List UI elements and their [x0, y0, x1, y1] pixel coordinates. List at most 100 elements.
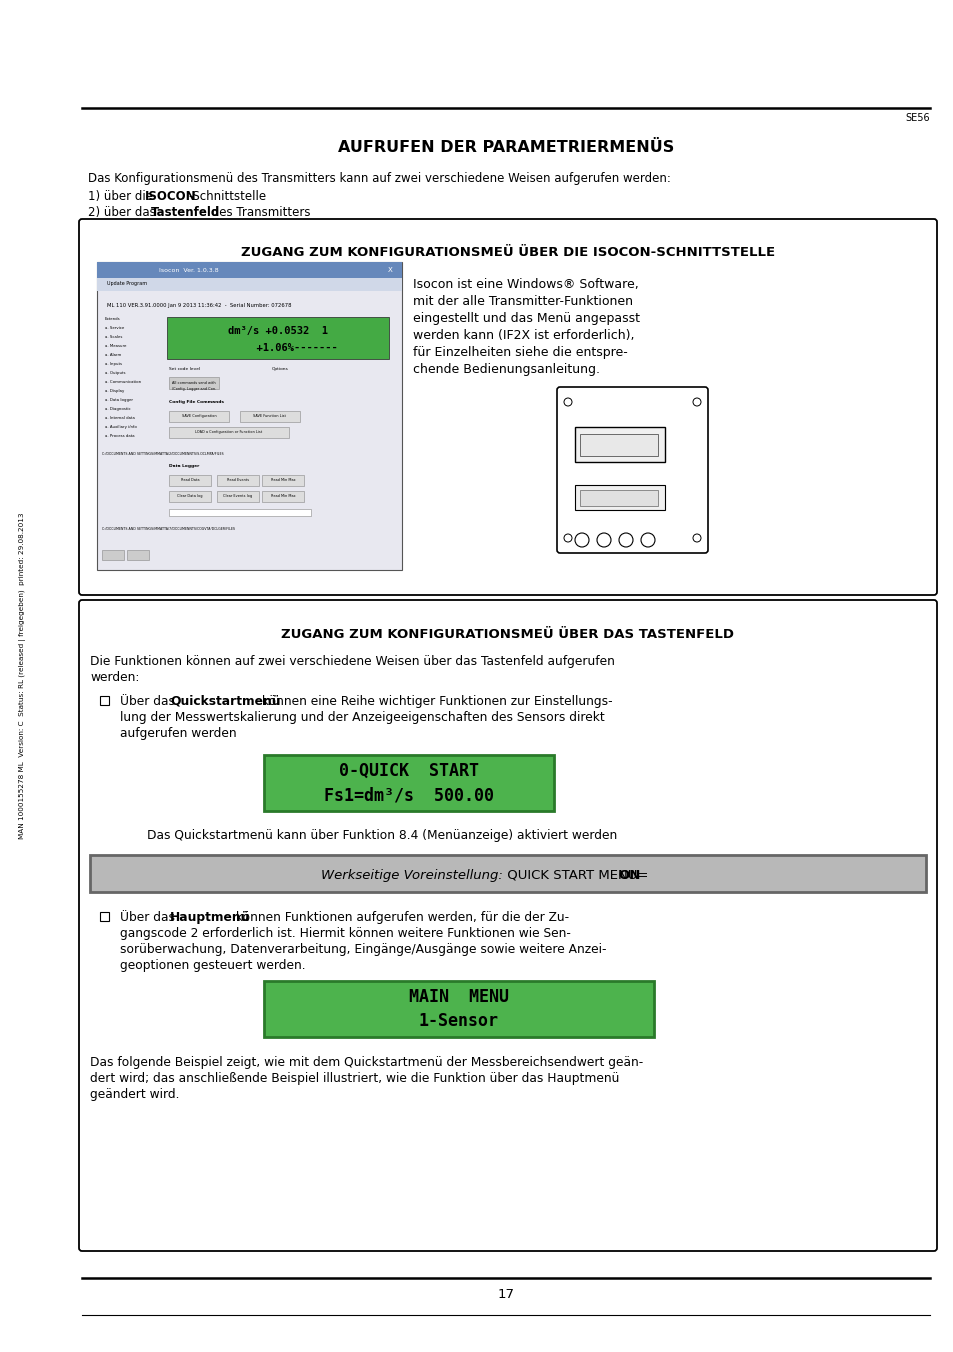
Text: X: X: [387, 266, 392, 273]
Bar: [169, 508, 311, 516]
Bar: [262, 491, 304, 502]
Bar: [169, 475, 211, 485]
Bar: [216, 491, 258, 502]
Text: Isocon  Ver. 1.0.3.8: Isocon Ver. 1.0.3.8: [158, 268, 218, 273]
Text: ZUGANG ZUM KONFIGURATIONSMEÜ ÜBER DAS TASTENFELD: ZUGANG ZUM KONFIGURATIONSMEÜ ÜBER DAS TA…: [281, 627, 734, 641]
Text: Read Data: Read Data: [180, 479, 199, 483]
Text: mit der alle Transmitter-Funktionen: mit der alle Transmitter-Funktionen: [413, 295, 633, 308]
Text: C:/DOCUMENTS AND SETTINGS/MMATTA/2/DOCUMENNTS/S.OCLMPA/FILES: C:/DOCUMENTS AND SETTINGS/MMATTA/2/DOCUM…: [102, 452, 223, 456]
Text: SAVE Function List: SAVE Function List: [253, 414, 286, 418]
Bar: [127, 550, 149, 560]
Bar: [264, 982, 654, 1037]
Text: a. Alarm: a. Alarm: [105, 353, 121, 357]
Bar: [169, 377, 219, 389]
Text: 17: 17: [497, 1288, 514, 1302]
Bar: [167, 316, 389, 360]
Bar: [575, 485, 664, 510]
Text: a. Data logger: a. Data logger: [105, 397, 132, 402]
Text: +1.06%-------: +1.06%-------: [218, 343, 337, 353]
Text: ISOCON: ISOCON: [145, 191, 196, 203]
Text: AUFRUFEN DER PARAMETRIERMENÜS: AUFRUFEN DER PARAMETRIERMENÜS: [337, 141, 674, 155]
Text: gangscode 2 erforderlich ist. Hiermit können weitere Funktionen wie Sen-: gangscode 2 erforderlich ist. Hiermit kö…: [120, 927, 570, 940]
Text: QUICK START MENU=: QUICK START MENU=: [502, 869, 648, 882]
Text: SE56: SE56: [904, 114, 929, 123]
Text: geändert wird.: geändert wird.: [90, 1088, 179, 1101]
Text: /Config, Logger and Con.: /Config, Logger and Con.: [172, 387, 216, 391]
Text: Update Program: Update Program: [107, 281, 147, 287]
Text: Werkseitige Voreinstellung:: Werkseitige Voreinstellung:: [321, 869, 502, 882]
Text: a. Diagnostic: a. Diagnostic: [105, 407, 131, 411]
Text: können Funktionen aufgerufen werden, für die der Zu-: können Funktionen aufgerufen werden, für…: [232, 911, 569, 923]
Text: Tastenfeld: Tastenfeld: [151, 206, 220, 219]
Bar: [100, 696, 109, 704]
Text: lung der Messwertskalierung und der Anzeigeeigenschaften des Sensors direkt: lung der Messwertskalierung und der Anze…: [120, 711, 604, 725]
Text: a. Service: a. Service: [105, 326, 124, 330]
Text: Read Events: Read Events: [227, 479, 249, 483]
Text: a. Internal data: a. Internal data: [105, 416, 134, 420]
Text: a. Process data: a. Process data: [105, 434, 134, 438]
Text: sorüberwachung, Datenverarbeitung, Eingänge/Ausgänge sowie weitere Anzei-: sorüberwachung, Datenverarbeitung, Eingä…: [120, 942, 606, 956]
Text: Options: Options: [272, 366, 289, 370]
Bar: [575, 427, 664, 462]
Text: Hauptmenü: Hauptmenü: [170, 911, 250, 923]
Text: SAVE Configuration: SAVE Configuration: [181, 414, 216, 418]
Text: Read Min Max: Read Min Max: [271, 479, 295, 483]
FancyBboxPatch shape: [79, 219, 936, 595]
Text: C:/DOCUMENTS AND SETTINGS/MMATTA/7/DOCUMENNTS/COGVTA/DCLGER/FILES: C:/DOCUMENTS AND SETTINGS/MMATTA/7/DOCUM…: [102, 527, 234, 531]
Text: a. Measure: a. Measure: [105, 343, 126, 347]
Bar: [262, 475, 304, 485]
Bar: [97, 279, 401, 291]
Bar: [579, 489, 658, 506]
Bar: [100, 913, 109, 921]
Text: geoptionen gesteuert werden.: geoptionen gesteuert werden.: [120, 959, 305, 972]
Text: Set code level: Set code level: [169, 366, 200, 370]
Text: Das Konfigurationsmenü des Transmitters kann auf zwei verschiedene Weisen aufger: Das Konfigurationsmenü des Transmitters …: [88, 172, 670, 185]
Text: Read Min Max: Read Min Max: [271, 493, 295, 498]
Text: a. Scales: a. Scales: [105, 335, 122, 339]
Text: Über das: Über das: [120, 911, 179, 923]
Text: Data Logger: Data Logger: [169, 464, 199, 468]
FancyBboxPatch shape: [557, 387, 707, 553]
Text: werden:: werden:: [90, 671, 139, 684]
Text: Config File Commands: Config File Commands: [169, 400, 224, 404]
Text: MAN 1000155278 ML  Version: C  Status: RL (released | freigegeben)  printed: 29.: MAN 1000155278 ML Version: C Status: RL …: [18, 512, 26, 840]
Text: eingestellt und das Menü angepasst: eingestellt und das Menü angepasst: [413, 312, 639, 324]
Text: können eine Reihe wichtiger Funktionen zur Einstellungs-: können eine Reihe wichtiger Funktionen z…: [257, 695, 612, 708]
Text: a. Inputs: a. Inputs: [105, 362, 122, 366]
Text: Die Funktionen können auf zwei verschiedene Weisen über das Tastenfeld aufgerufe: Die Funktionen können auf zwei verschied…: [90, 654, 615, 668]
Text: LOAD a Configuration or Function List: LOAD a Configuration or Function List: [195, 430, 262, 434]
Bar: [90, 854, 925, 892]
Bar: [169, 427, 289, 438]
Text: 1-Sensor: 1-Sensor: [418, 1013, 498, 1030]
Text: All commands send with: All commands send with: [172, 381, 215, 385]
Text: a. Communication: a. Communication: [105, 380, 141, 384]
Text: Fs1=dm³/s  500.00: Fs1=dm³/s 500.00: [324, 786, 494, 804]
Text: ON: ON: [618, 869, 639, 882]
Bar: [240, 411, 299, 422]
Text: des Transmitters: des Transmitters: [208, 206, 310, 219]
Text: Das folgende Beispiel zeigt, wie mit dem Quickstartmenü der Messbereichsendwert : Das folgende Beispiel zeigt, wie mit dem…: [90, 1056, 642, 1069]
Bar: [102, 550, 124, 560]
Text: dert wird; das anschließende Beispiel illustriert, wie die Funktion über das Hau: dert wird; das anschließende Beispiel il…: [90, 1072, 618, 1086]
Bar: [264, 754, 554, 811]
Text: Extends: Extends: [105, 316, 120, 320]
FancyBboxPatch shape: [79, 600, 936, 1251]
Text: ZUGANG ZUM KONFIGURATIONSMEÜ ÜBER DIE ISOCON-SCHNITTSTELLE: ZUGANG ZUM KONFIGURATIONSMEÜ ÜBER DIE IS…: [241, 246, 774, 260]
Text: Isocon ist eine Windows® Software,: Isocon ist eine Windows® Software,: [413, 279, 639, 291]
Text: 0-QUICK  START: 0-QUICK START: [338, 763, 478, 780]
Text: Quickstartmenü: Quickstartmenü: [170, 695, 280, 708]
Bar: [579, 434, 658, 456]
Text: Das Quickstartmenü kann über Funktion 8.4 (Menüanzeige) aktiviert werden: Das Quickstartmenü kann über Funktion 8.…: [147, 829, 617, 842]
Text: Clear Data log: Clear Data log: [177, 493, 203, 498]
Bar: [169, 491, 211, 502]
Text: -Schnittstelle: -Schnittstelle: [188, 191, 266, 203]
Text: a. Outputs: a. Outputs: [105, 370, 126, 375]
Text: dm³/s +0.0532  1: dm³/s +0.0532 1: [228, 326, 328, 337]
Text: chende Bedienungsanleitung.: chende Bedienungsanleitung.: [413, 362, 599, 376]
Bar: [97, 262, 401, 279]
Text: für Einzelheiten siehe die entspre-: für Einzelheiten siehe die entspre-: [413, 346, 627, 360]
Text: MAIN  MENU: MAIN MENU: [409, 988, 509, 1006]
Text: Clear Events log: Clear Events log: [223, 493, 253, 498]
Text: 1) über die: 1) über die: [88, 191, 156, 203]
Bar: [169, 411, 229, 422]
